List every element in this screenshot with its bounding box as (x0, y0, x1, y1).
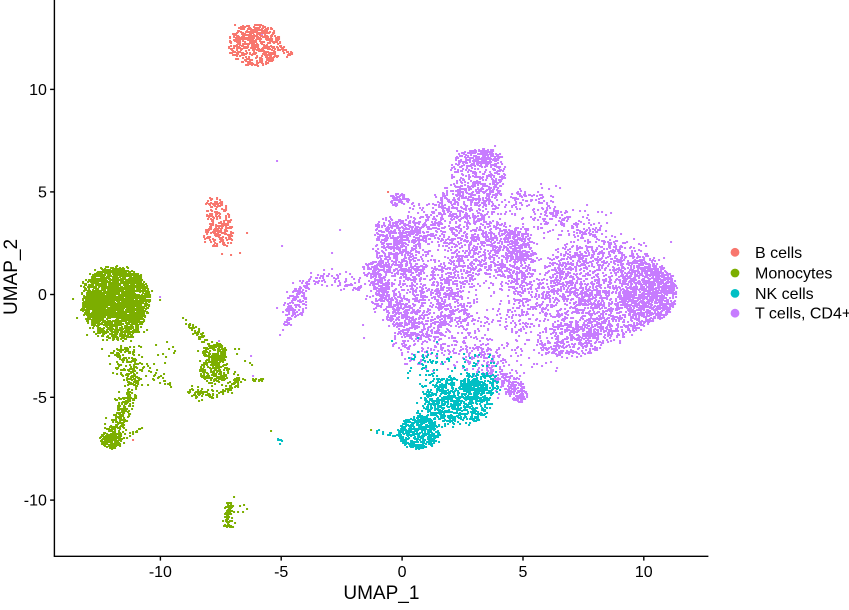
svg-text:10: 10 (29, 82, 47, 99)
svg-text:-10: -10 (24, 493, 47, 510)
svg-text:-10: -10 (149, 564, 172, 581)
svg-text:0: 0 (38, 287, 47, 304)
svg-text:T cells, CD4+: T cells, CD4+ (755, 306, 849, 323)
svg-text:0: 0 (398, 564, 407, 581)
svg-text:B cells: B cells (755, 245, 802, 262)
svg-text:-5: -5 (274, 564, 288, 581)
svg-text:5: 5 (38, 184, 47, 201)
svg-text:10: 10 (635, 564, 653, 581)
svg-text:Monocytes: Monocytes (755, 266, 832, 283)
svg-text:-5: -5 (33, 390, 47, 407)
svg-text:UMAP_2: UMAP_2 (1, 239, 22, 315)
svg-text:UMAP_1: UMAP_1 (343, 583, 419, 604)
svg-text:5: 5 (519, 564, 528, 581)
svg-text:NK cells: NK cells (755, 286, 814, 303)
